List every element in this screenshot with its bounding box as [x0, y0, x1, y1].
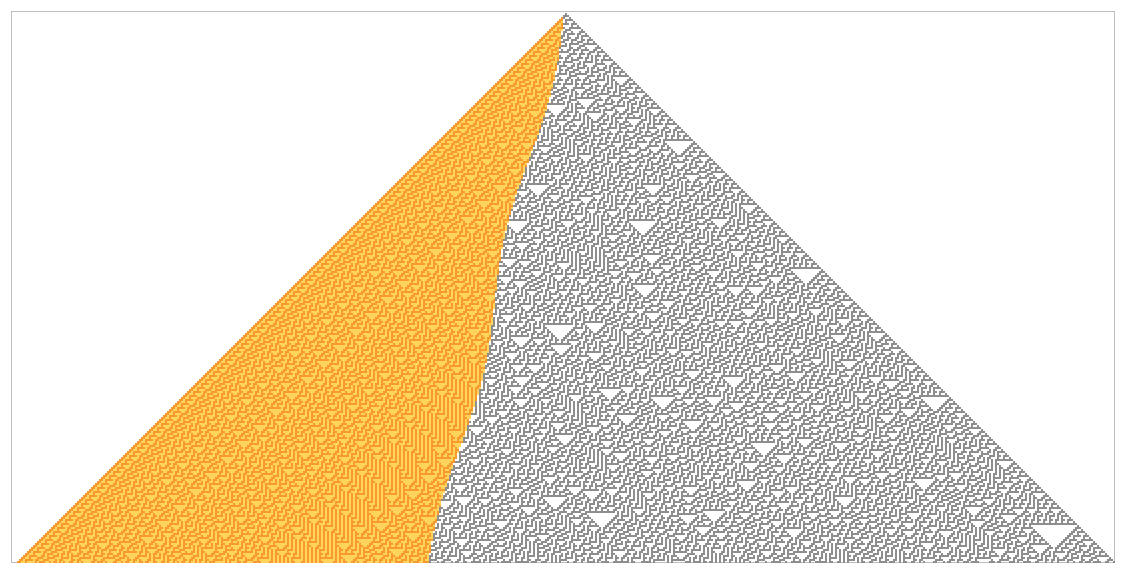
- gray-cells: [429, 13, 1115, 563]
- yellow-cells: [21, 21, 563, 563]
- orange-cells: [17, 17, 563, 563]
